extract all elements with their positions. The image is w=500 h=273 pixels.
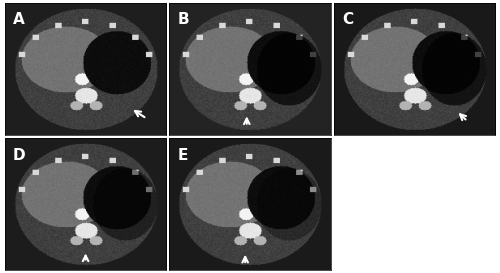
Text: E: E xyxy=(178,148,188,163)
Text: B: B xyxy=(178,12,189,27)
Text: C: C xyxy=(342,12,353,27)
Text: A: A xyxy=(13,12,25,27)
Text: D: D xyxy=(13,148,26,163)
